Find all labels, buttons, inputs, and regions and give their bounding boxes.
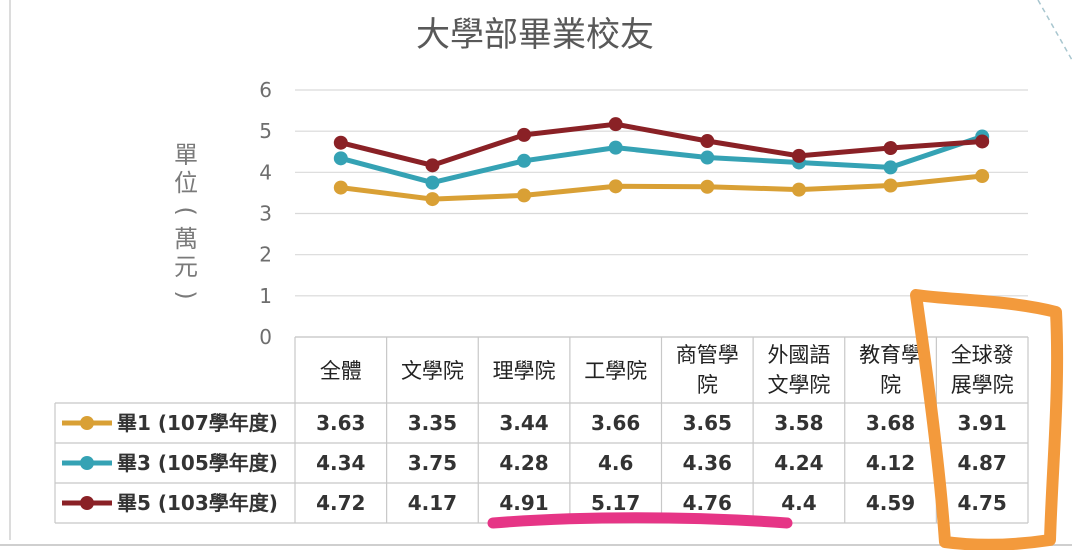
y-axis-label: 單位 ( 萬元) — [172, 141, 200, 300]
series-line — [338, 173, 985, 202]
y-axis-label-char: ) — [172, 290, 200, 299]
data-table-cell: 3.58 — [774, 411, 823, 435]
series-lines — [333, 117, 990, 207]
chart-title: 大學部畢業校友 — [416, 15, 654, 55]
x-category-label: 文學院 — [767, 373, 830, 397]
data-table-cell: 4.6 — [598, 451, 633, 475]
y-tick-label: 2 — [259, 243, 272, 267]
legend-label: 畢1 (107學年度) — [117, 411, 278, 435]
orange-highlight-box — [910, 289, 1064, 550]
x-category-label: 全體 — [320, 359, 362, 383]
data-table-cell: 4.34 — [316, 451, 365, 475]
x-category-label: 商管學 — [676, 343, 739, 367]
legend-marker — [80, 456, 94, 470]
data-table-cell: 4.59 — [866, 491, 915, 515]
data-point — [517, 188, 532, 203]
y-axis-label-char: 元 — [174, 253, 198, 281]
data-point — [333, 180, 348, 195]
data-table-cell: 5.17 — [591, 491, 640, 515]
data-table-cell: 4.24 — [774, 451, 823, 475]
y-tick-label: 1 — [259, 284, 272, 308]
data-point — [791, 148, 806, 163]
data-point — [333, 135, 348, 150]
data-point — [517, 127, 532, 142]
data-point — [608, 179, 623, 194]
legend-marker — [80, 416, 94, 430]
y-tick-label: 4 — [259, 160, 272, 184]
data-point — [975, 169, 990, 184]
data-point — [425, 192, 440, 207]
data-table-cell: 3.44 — [499, 411, 548, 435]
y-tick-label: 0 — [259, 325, 272, 349]
y-tick-label: 5 — [259, 119, 272, 143]
data-point — [517, 153, 532, 168]
x-category-label: 教育學 — [859, 343, 922, 367]
data-table-cell: 4.17 — [408, 491, 457, 515]
y-axis-label-char: 位 — [174, 169, 198, 197]
data-table-cell: 3.75 — [408, 451, 457, 475]
data-table-cell: 4.72 — [316, 491, 365, 515]
data-point — [700, 150, 715, 165]
pink-underline — [487, 512, 793, 529]
data-point — [425, 158, 440, 173]
legend-label: 畢3 (105學年度) — [117, 451, 278, 475]
x-category-label: 理學院 — [493, 359, 556, 383]
x-category-label: 工學院 — [584, 359, 647, 383]
y-tick-label: 3 — [259, 202, 272, 226]
data-table-cell: 4.36 — [683, 451, 732, 475]
data-table-cell: 3.68 — [866, 411, 915, 435]
data-table-cell: 3.35 — [408, 411, 457, 435]
series-line — [338, 134, 985, 186]
data-point — [883, 160, 898, 175]
x-category-label: 展學院 — [951, 373, 1014, 397]
data-table-cell: 3.65 — [683, 411, 732, 435]
data-point — [608, 117, 623, 132]
data-point — [425, 175, 440, 190]
x-category-label: 全球發 — [951, 343, 1014, 367]
series-line — [338, 121, 985, 168]
data-point — [975, 134, 990, 149]
data-table-cell: 3.66 — [591, 411, 640, 435]
legend-marker — [80, 496, 94, 510]
data-table-cell: 4.91 — [499, 491, 548, 515]
data-point — [700, 179, 715, 194]
x-category-label: 外國語 — [767, 343, 830, 367]
data-table-cell: 3.91 — [958, 411, 1007, 435]
y-tick-label: 6 — [259, 78, 272, 102]
data-point — [791, 182, 806, 197]
x-category-label: 院 — [880, 373, 901, 397]
y-axis-label-char: 萬 — [174, 225, 198, 253]
data-point — [333, 151, 348, 166]
data-point — [700, 134, 715, 149]
data-point — [883, 178, 898, 193]
data-table-cell: 4.76 — [683, 491, 732, 515]
data-table-cell: 4.4 — [781, 491, 816, 515]
data-table-cell: 4.75 — [958, 491, 1007, 515]
legend-label: 畢5 (103學年度) — [117, 491, 278, 515]
data-table-cell: 3.63 — [316, 411, 365, 435]
data-table-cell: 4.28 — [499, 451, 548, 475]
y-tick-labels: 0 1 2 3 4 5 6 — [259, 78, 272, 349]
data-point — [883, 141, 898, 156]
y-axis-label-char: 單 — [174, 141, 198, 169]
x-category-label: 文學院 — [401, 359, 464, 383]
data-table-cell: 4.87 — [958, 451, 1007, 475]
y-axis-label-char: ( — [172, 206, 200, 215]
data-table-cell: 4.12 — [866, 451, 915, 475]
x-category-label: 院 — [697, 373, 718, 397]
data-point — [608, 140, 623, 155]
